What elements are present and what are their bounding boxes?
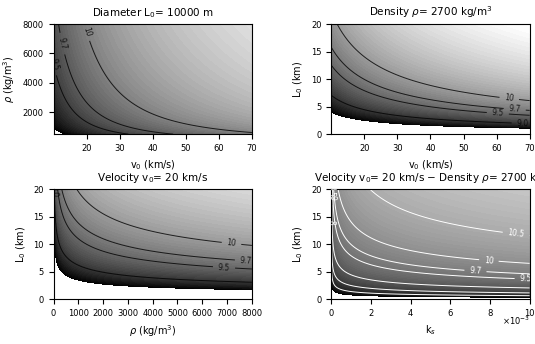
Text: 9.7: 9.7 (469, 266, 482, 276)
X-axis label: v$_0$ (km/s): v$_0$ (km/s) (408, 159, 453, 172)
Text: 9.5: 9.5 (492, 108, 504, 118)
Title: Density $\rho$= 2700 kg/m$^3$: Density $\rho$= 2700 kg/m$^3$ (369, 4, 492, 20)
Y-axis label: L$_0$ (km): L$_0$ (km) (14, 226, 28, 263)
Text: 9.0: 9.0 (50, 185, 59, 197)
Text: 9.5: 9.5 (519, 274, 532, 284)
Y-axis label: L$_0$ (km): L$_0$ (km) (292, 226, 305, 263)
Title: Diameter L$_0$= 10000 m: Diameter L$_0$= 10000 m (91, 6, 214, 20)
Text: 9.7: 9.7 (57, 37, 68, 51)
Title: Velocity v$_0$= 20 km/s $-$ Density $\rho$= 2700 kg/: Velocity v$_0$= 20 km/s $-$ Density $\rh… (314, 171, 535, 185)
Text: 9.0: 9.0 (516, 119, 529, 128)
Text: 9.5: 9.5 (48, 58, 59, 72)
Y-axis label: L$_0$ (km): L$_0$ (km) (292, 61, 305, 98)
X-axis label: $\rho$ (kg/m$^3$): $\rho$ (kg/m$^3$) (129, 324, 177, 340)
Text: 10.5: 10.5 (507, 228, 525, 239)
Text: 9: 9 (327, 195, 336, 200)
X-axis label: v$_0$ (km/s): v$_0$ (km/s) (130, 159, 175, 172)
Y-axis label: $\rho$ (kg/m$^3$): $\rho$ (kg/m$^3$) (1, 55, 17, 103)
Text: 10: 10 (81, 25, 93, 37)
Text: 9.7: 9.7 (508, 104, 521, 114)
Text: 8: 8 (327, 220, 336, 225)
X-axis label: k$_s$: k$_s$ (425, 324, 436, 337)
Text: 8.5: 8.5 (327, 185, 336, 197)
Title: Velocity v$_0$= 20 km/s: Velocity v$_0$= 20 km/s (97, 171, 208, 185)
Text: 10: 10 (484, 256, 494, 265)
Text: 9.5: 9.5 (218, 262, 231, 272)
Text: 10: 10 (226, 238, 237, 248)
Text: 9.7: 9.7 (240, 256, 253, 266)
Text: 10: 10 (504, 94, 515, 104)
Text: $\times 10^{-3}$: $\times 10^{-3}$ (502, 315, 530, 327)
